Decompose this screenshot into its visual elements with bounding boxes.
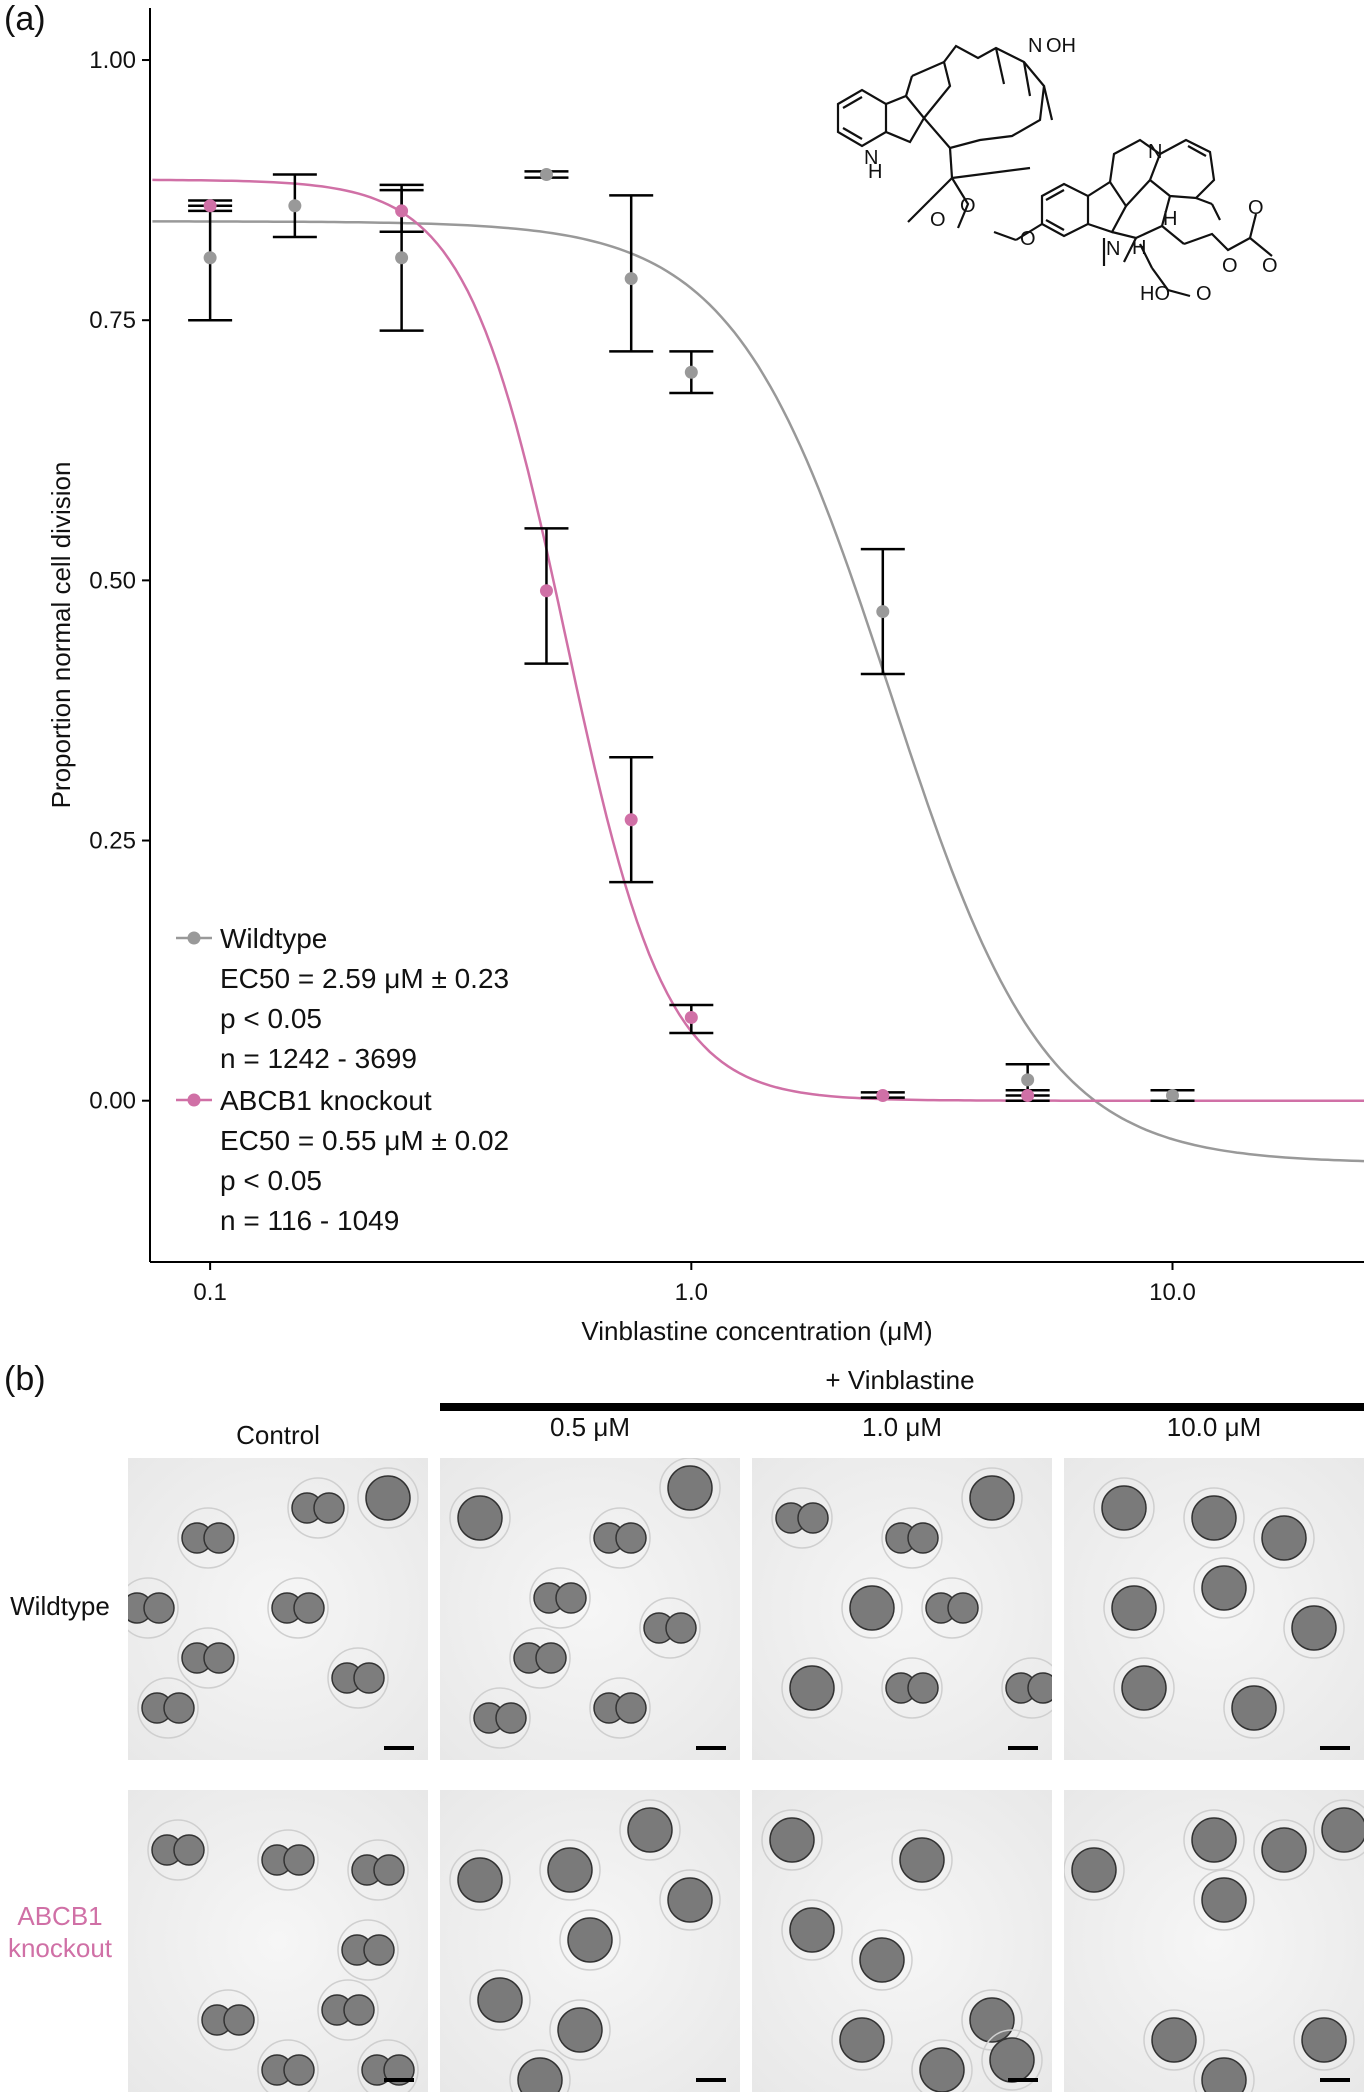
y-tick-label: 1.00 — [89, 47, 136, 74]
data-point — [624, 272, 638, 286]
x-axis-title: Vinblastine concentration (μM) — [581, 1316, 932, 1346]
vinblastine-structure-diagram — [836, 44, 1273, 298]
micrograph-wildtype-1-0um — [752, 1458, 1052, 1760]
atom-h-label: H — [1132, 237, 1146, 259]
y-tick-label: 0.75 — [89, 307, 136, 334]
data-point — [395, 251, 409, 265]
y-tick-label: 0.00 — [89, 1088, 136, 1115]
micrograph-abcb1-knockout-control — [128, 1790, 428, 2092]
axes: 0.00 0.25 0.50 0.75 1.00 0.1 1.0 10.0 Vinblastin… — [46, 8, 1364, 1346]
scale-bar — [1320, 2078, 1350, 2082]
scale-bar — [1008, 2078, 1038, 2082]
scale-bar — [1008, 1746, 1038, 1750]
micrograph-abcb1-knockout-0-5um — [440, 1790, 740, 2092]
data-point — [876, 605, 890, 619]
y-axis-title: Proportion normal cell division — [46, 462, 76, 809]
legend-stat-line: n = 116 - 1049 — [220, 1205, 399, 1236]
atom-oh-label: OH — [1046, 35, 1076, 57]
micrograph-wildtype-10-0um — [1064, 1458, 1364, 1760]
atom-nh-label: H — [868, 161, 882, 183]
error-bars — [188, 170, 1195, 1102]
scale-bar — [696, 2078, 726, 2082]
legend-stat-line: p < 0.05 — [220, 1003, 322, 1034]
column-label-10-0um: 10.0 μM — [1166, 1412, 1262, 1442]
legend-stat-line: EC50 = 0.55 μM ± 0.02 — [220, 1125, 509, 1156]
data-point — [539, 168, 553, 182]
micrograph-wildtype-0-5um — [440, 1458, 740, 1760]
data-point — [1021, 1088, 1035, 1102]
data-point — [203, 199, 217, 213]
legend-stat-line: EC50 = 2.59 μM ± 0.23 — [220, 963, 509, 994]
atom-n-label: N — [864, 147, 878, 169]
legend-stat-line: n = 1242 - 3699 — [220, 1043, 417, 1074]
vinblastine-group-label: + Vinblastine — [825, 1365, 975, 1395]
atom-o-label: O — [1262, 255, 1278, 277]
atom-o-label: O — [1196, 283, 1212, 305]
y-tick-label: 0.25 — [89, 828, 136, 855]
atom-n-label: N — [1106, 238, 1120, 260]
atom-o-label: O — [1248, 197, 1264, 219]
data-point — [288, 199, 302, 213]
data-point — [876, 1088, 890, 1102]
column-label-control: Control — [236, 1420, 320, 1450]
scale-bar — [384, 2078, 414, 2082]
data-points — [203, 168, 1180, 1102]
vinblastine-group-bar — [440, 1403, 1364, 1411]
data-point — [1021, 1073, 1035, 1087]
atom-o-label: O — [1020, 228, 1036, 250]
micrograph-abcb1-knockout-10-0um — [1064, 1790, 1364, 2092]
data-point — [203, 251, 217, 265]
micrograph-abcb1-knockout-1-0um — [752, 1790, 1052, 2092]
fit-curve-wildtype — [152, 220, 1365, 1163]
fit-curves — [152, 178, 1365, 1163]
dose-response-chart: 0.00 0.25 0.50 0.75 1.00 0.1 1.0 10.0 Vinblastin… — [46, 8, 1365, 1346]
row-label-wildtype: Wildtype — [10, 1591, 110, 1621]
column-label-1-0um: 1.0 μM — [861, 1412, 942, 1442]
atom-o-label: O — [930, 209, 946, 231]
atom-ho-label: HO — [1140, 283, 1170, 305]
atom-n-label: N — [1148, 141, 1162, 163]
data-point — [395, 204, 409, 218]
legend-marker — [187, 1093, 201, 1107]
data-point — [684, 365, 698, 379]
row-label-abcb1-knockout: ABCB1 knockout — [7, 1901, 113, 1963]
atom-o-label: O — [1222, 255, 1238, 277]
legend-series-name: ABCB1 knockout — [220, 1085, 432, 1116]
y-tick-label: 0.50 — [89, 567, 136, 594]
data-point — [1166, 1088, 1180, 1102]
x-tick-label: 10.0 — [1149, 1279, 1196, 1306]
atom-o-label: O — [960, 195, 976, 217]
x-tick-label: 1.0 — [675, 1279, 708, 1306]
panel-a-label: (a) — [4, 0, 46, 38]
column-label-0-5um: 0.5 μM — [549, 1412, 630, 1442]
atom-n-label: N — [1028, 35, 1042, 57]
data-point — [539, 584, 553, 598]
panel-b-label: (b) — [4, 1360, 46, 1398]
scale-bar — [696, 1746, 726, 1750]
legend-marker — [187, 931, 201, 945]
micrograph-wildtype-control — [128, 1458, 428, 1760]
legend-stat-line: p < 0.05 — [220, 1165, 322, 1196]
scale-bar — [1320, 1746, 1350, 1750]
x-tick-label: 0.1 — [193, 1279, 226, 1306]
atom-h-label: H — [1163, 208, 1177, 230]
data-point — [684, 1010, 698, 1024]
data-point — [624, 813, 638, 827]
legend: Wildtype EC50 = 2.59 μM ± 0.23 p < 0.05 n =… — [176, 923, 509, 1236]
scale-bar — [384, 1746, 414, 1750]
legend-series-name: Wildtype — [220, 923, 327, 954]
